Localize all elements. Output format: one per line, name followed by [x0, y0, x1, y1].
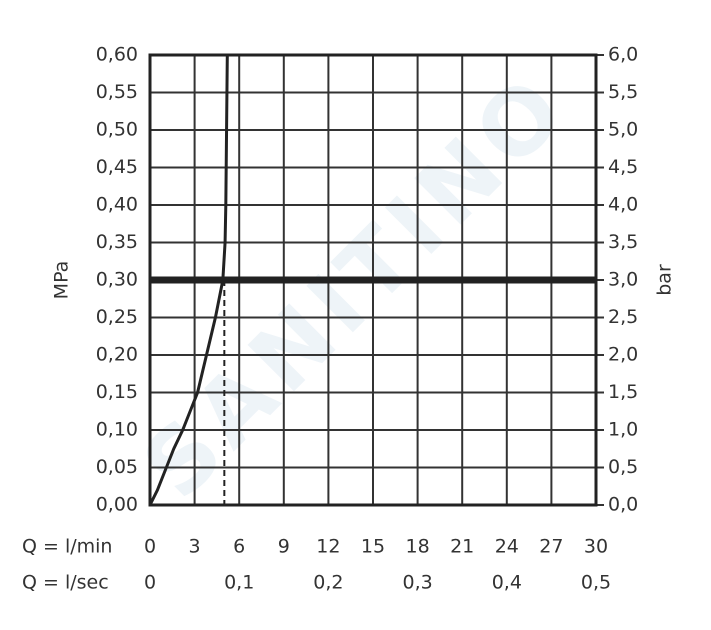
y-tick-label: 0,40 — [96, 194, 138, 216]
y2-tick-label: 2,0 — [608, 344, 638, 366]
x2-tick-label: 0,4 — [492, 572, 522, 594]
x-tick-label: 30 — [584, 536, 608, 558]
y-tick-label: 0,55 — [96, 81, 138, 103]
x-tick-label: 24 — [495, 536, 519, 558]
y2-tick-label: 3,0 — [608, 269, 638, 291]
y2-tick-label: 4,5 — [608, 156, 638, 178]
x2-tick-label: 0 — [144, 572, 156, 594]
watermark: SANITINO — [123, 53, 589, 519]
y-tick-label: 0,25 — [96, 306, 138, 328]
y2-tick-label: 1,5 — [608, 381, 638, 403]
x2-tick-label: 0,5 — [581, 572, 611, 594]
x-tick-label: 18 — [406, 536, 430, 558]
curve — [148, 54, 229, 506]
x2-tick-label: 0,3 — [402, 572, 432, 594]
x2-tick-label: 0,2 — [313, 572, 343, 594]
y2-tick-label: 5,5 — [608, 81, 638, 103]
y-tick-label: 0,45 — [96, 156, 138, 178]
x-tick-label: 21 — [450, 536, 474, 558]
y-axis-label: MPa — [51, 261, 73, 300]
y-tick-label: 0,50 — [96, 119, 138, 141]
y2-tick-label: 5,0 — [608, 119, 638, 141]
x-tick-label: 9 — [278, 536, 290, 558]
y-tick-label: 0,10 — [96, 419, 138, 441]
y-tick-label: 0,20 — [96, 344, 138, 366]
y2-tick-label: 0,0 — [608, 494, 638, 516]
x-tick-label: 0 — [144, 536, 156, 558]
y2-tick-label: 0,5 — [608, 456, 638, 478]
y-tick-label: 0,30 — [96, 269, 138, 291]
x-tick-label: 15 — [361, 536, 385, 558]
y-tick-label: 0,35 — [96, 231, 138, 253]
y-tick-label: 0,15 — [96, 381, 138, 403]
y2-tick-label: 3,5 — [608, 231, 638, 253]
y-tick-label: 0,05 — [96, 456, 138, 478]
y-tick-label: 0,00 — [96, 494, 138, 516]
y2-tick-label: 1,0 — [608, 419, 638, 441]
x2-tick-label: 0,1 — [224, 572, 254, 594]
x-tick-label: 3 — [189, 536, 201, 558]
x-tick-label: 6 — [233, 536, 245, 558]
x-tick-label: 27 — [539, 536, 563, 558]
y2-tick-label: 4,0 — [608, 194, 638, 216]
x-tick-label: 12 — [316, 536, 340, 558]
x-row-label: Q = l/min — [22, 536, 112, 558]
y-tick-label: 0,60 — [96, 44, 138, 66]
x2-row-label: Q = l/sec — [22, 572, 109, 594]
y2-axis-label: bar — [654, 264, 676, 296]
y2-tick-label: 2,5 — [608, 306, 638, 328]
y2-tick-label: 6,0 — [608, 44, 638, 66]
